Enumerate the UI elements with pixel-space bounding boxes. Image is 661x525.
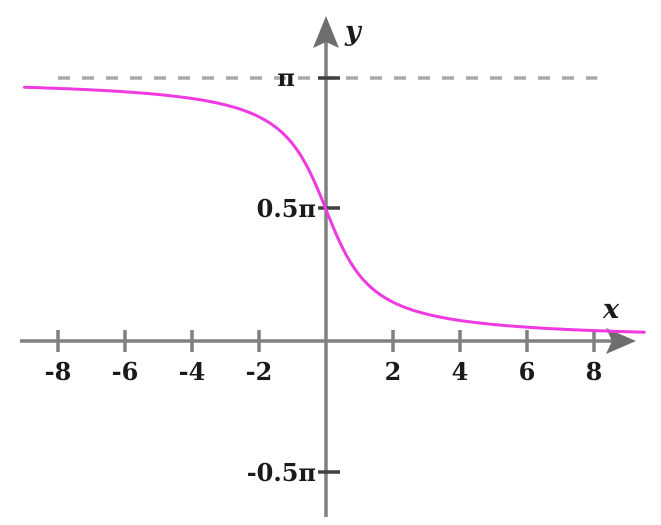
y-tick-label-neg-half-pi: -0.5π	[246, 458, 316, 487]
x-tick-label-4: 4	[451, 357, 469, 386]
x-tick-label-6: 6	[518, 357, 536, 386]
x-axis-arrow-icon	[606, 328, 636, 354]
x-tick-label-8: 8	[585, 357, 603, 386]
x-tick-label-neg4: -4	[178, 357, 206, 386]
y-axis-label: y	[345, 16, 361, 47]
x-tick-label-neg2: -2	[245, 357, 273, 386]
y-tick-marks	[318, 76, 340, 474]
y-axis-arrow-icon	[313, 16, 339, 48]
x-axis-label: x	[603, 294, 620, 325]
y-tick-label-half-pi: 0.5π	[256, 194, 316, 223]
data-series-arccot	[23, 85, 646, 334]
x-tick-label-neg8: -8	[44, 357, 72, 386]
x-tick-label-2: 2	[384, 357, 402, 386]
y-tick-label-pi: π	[277, 63, 295, 92]
x-tick-marks	[56, 330, 596, 352]
x-tick-label-neg6: -6	[111, 357, 139, 386]
